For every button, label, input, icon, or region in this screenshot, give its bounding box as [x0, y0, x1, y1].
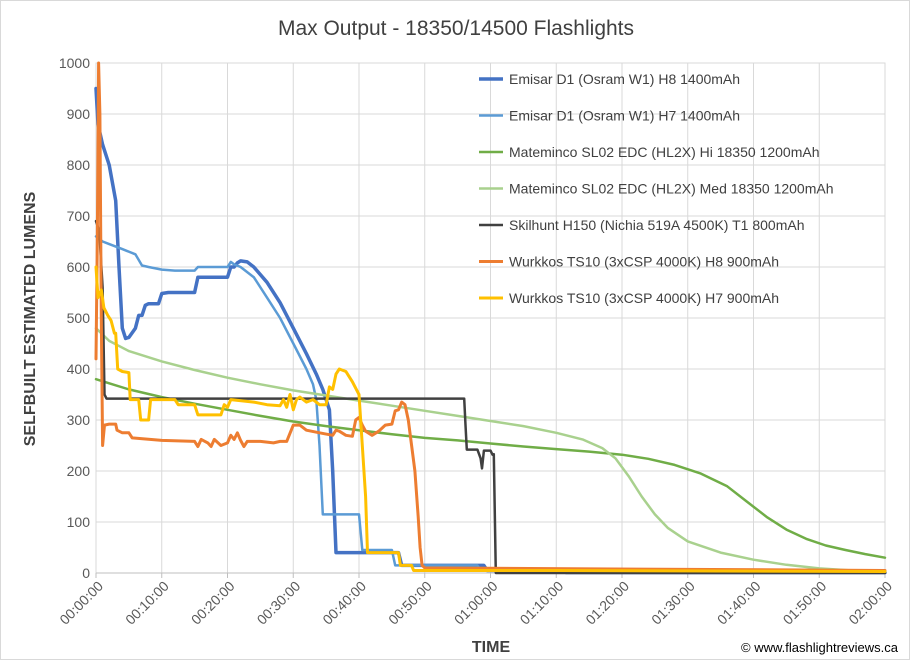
series-line-2: [94, 235, 887, 574]
x-tick-label: 00:20:00: [188, 578, 238, 628]
series-line-1: [94, 86, 887, 575]
x-tick-label: 01:30:00: [648, 578, 698, 628]
y-tick-label: 500: [67, 310, 91, 326]
y-tick-label: 0: [82, 565, 90, 581]
chart-title: Max Output - 18350/14500 Flashlights: [278, 17, 634, 40]
x-tick-label: 00:30:00: [254, 578, 304, 628]
legend-entry-label: Wurkkos TS10 (3xCSP 4000K) H7 900mAh: [509, 290, 779, 306]
series-line-4: [94, 326, 887, 573]
y-tick-label: 800: [67, 157, 91, 173]
x-axis-title: TIME: [472, 639, 511, 656]
y-tick-label: 400: [67, 361, 91, 377]
legend-entry-label: Wurkkos TS10 (3xCSP 4000K) H8 900mAh: [509, 254, 779, 270]
y-tick-label: 100: [67, 514, 91, 530]
x-tick-label: 00:50:00: [385, 578, 435, 628]
y-tick-label: 1000: [59, 55, 90, 71]
y-tick-label: 600: [67, 259, 91, 275]
x-tick-label: 02:00:00: [845, 578, 895, 628]
series-line-5: [94, 219, 887, 575]
legend-entry-label: Emisar D1 (Osram W1) H8 1400mAh: [509, 71, 740, 87]
x-tick-label: 00:10:00: [122, 578, 172, 628]
x-tick-label: 01:50:00: [780, 578, 830, 628]
x-tick-label: 01:10:00: [517, 578, 567, 628]
y-tick-label: 900: [67, 106, 91, 122]
legend-entry-label: Mateminco SL02 EDC (HL2X) Med 18350 1200…: [509, 181, 834, 197]
x-tick-label: 00:40:00: [319, 578, 369, 628]
copyright-notice: © www.flashlightreviews.ca: [741, 640, 899, 655]
y-tick-label: 300: [67, 412, 91, 428]
legend-entry-label: Mateminco SL02 EDC (HL2X) Hi 18350 1200m…: [509, 144, 820, 160]
y-tick-label: 700: [67, 208, 91, 224]
x-tick-label: 00:00:00: [56, 578, 106, 628]
legend-entry-label: Skilhunt H150 (Nichia 519A 4500K) T1 800…: [509, 217, 804, 233]
x-tick-label: 01:40:00: [714, 578, 764, 628]
legend: Emisar D1 (Osram W1) H8 1400mAh Emisar D1…: [479, 71, 834, 306]
y-tick-label: 200: [67, 463, 91, 479]
gridlines: [95, 62, 886, 574]
axes: 0 100 200 300 400 500 600 700 800 900 1000 00:00:00…: [56, 55, 895, 628]
series-lines: [94, 61, 887, 575]
x-tick-label: 01:20:00: [582, 578, 632, 628]
y-axis-title: SELFBUILT ESTIMATED LUMENS: [22, 191, 39, 446]
legend-entry-label: Emisar D1 (Osram W1) H7 1400mAh: [509, 108, 740, 124]
x-tick-label: 01:00:00: [451, 578, 501, 628]
series-line-6: [94, 61, 887, 572]
series-line-7: [94, 265, 887, 573]
